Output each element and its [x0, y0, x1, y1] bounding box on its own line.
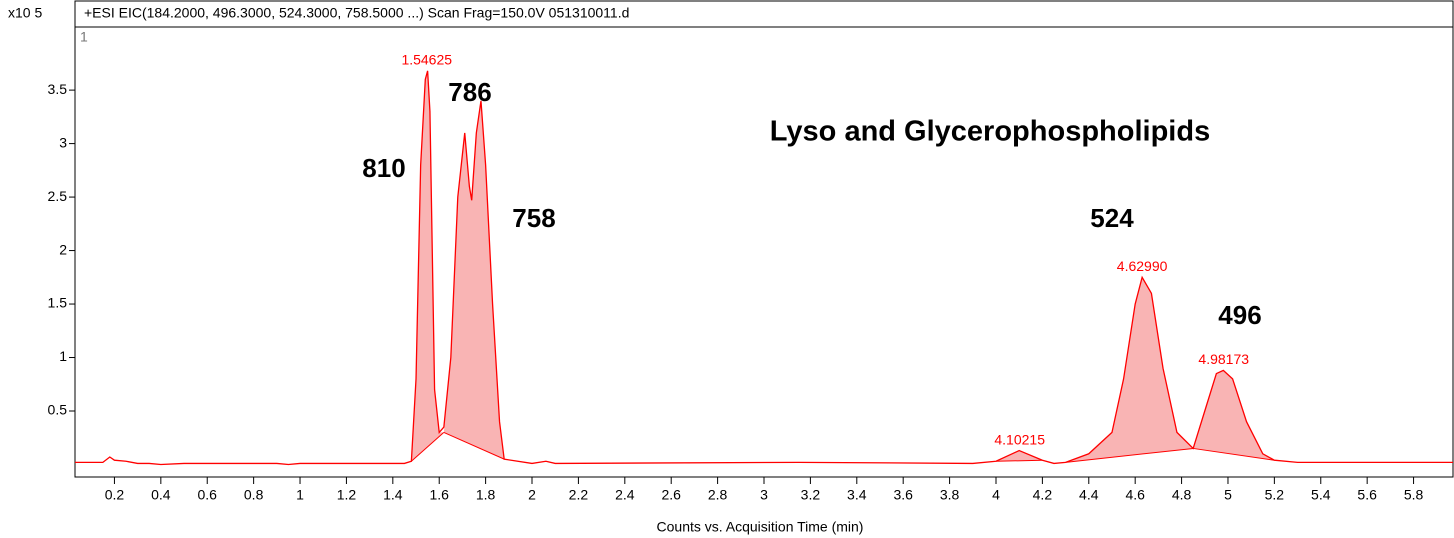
y-tick-label: 3 [59, 134, 67, 150]
x-tick-label: 3.8 [940, 487, 960, 503]
y-tick-label: 3.5 [48, 81, 68, 97]
peak-label: 4.98173 [1198, 351, 1249, 367]
y-tick-label: 2.5 [48, 188, 68, 204]
y-unit-label: x10 5 [8, 5, 42, 21]
x-tick-label: 1.2 [337, 487, 357, 503]
x-tick-label: 1.8 [476, 487, 496, 503]
x-tick-label: 3.4 [847, 487, 867, 503]
x-tick-label: 2.2 [569, 487, 589, 503]
x-tick-label: 2.8 [708, 487, 728, 503]
x-tick-label: 0.2 [105, 487, 125, 503]
x-tick-label: 0.8 [244, 487, 264, 503]
x-tick-label: 5.8 [1404, 487, 1424, 503]
x-tick-label: 4.2 [1033, 487, 1053, 503]
annotation: 496 [1218, 300, 1261, 330]
integration-baseline [443, 431, 505, 460]
x-tick-label: 1 [296, 487, 304, 503]
x-tick-label: 1.4 [383, 487, 403, 503]
x-tick-label: 0.4 [151, 487, 171, 503]
x-tick-label: 5 [1224, 487, 1232, 503]
x-tick-label: 5.6 [1357, 487, 1377, 503]
x-tick-label: 3.2 [801, 487, 821, 503]
trace [75, 70, 1453, 466]
y-tick-label: 2 [59, 241, 67, 257]
integration-baseline [1193, 447, 1275, 461]
x-tick-label: 4.8 [1172, 487, 1192, 503]
peak-label: 4.62990 [1117, 258, 1168, 274]
x-axis-label: Counts vs. Acquisition Time (min) [657, 519, 864, 535]
x-tick-label: 5.4 [1311, 487, 1331, 503]
x-tick-label: 4.4 [1079, 487, 1099, 503]
annotation: Lyso and Glycerophospholipids [770, 116, 1210, 148]
integrated-area [995, 450, 1043, 462]
peak-label: 4.10215 [994, 431, 1045, 447]
peak-label: 1.54625 [401, 52, 452, 68]
panel-label: 1 [80, 29, 88, 45]
x-tick-label: 3.6 [893, 487, 913, 503]
x-tick-label: 1.6 [429, 487, 449, 503]
integrated-area [443, 100, 505, 460]
plot-frame [74, 0, 1454, 478]
annotation: 524 [1090, 203, 1134, 233]
y-tick-label: 1.5 [48, 295, 68, 311]
chart-title: +ESI EIC(184.2000, 496.3000, 524.3000, 7… [84, 5, 629, 21]
integration-baseline [1065, 447, 1194, 463]
integration-baseline [995, 459, 1043, 462]
x-tick-label: 5.2 [1265, 487, 1285, 503]
x-tick-label: 4.6 [1125, 487, 1145, 503]
x-tick-label: 2 [528, 487, 536, 503]
x-tick-label: 0.6 [197, 487, 217, 503]
x-tick-label: 2.6 [661, 487, 681, 503]
y-tick-label: 0.5 [48, 402, 68, 418]
annotation: 786 [448, 77, 491, 107]
y-tick-label: 1 [59, 348, 67, 364]
x-tick-label: 2.4 [615, 487, 635, 503]
integrated-area [411, 70, 444, 462]
integrated-area [1065, 277, 1194, 463]
x-tick-label: 4 [992, 487, 1000, 503]
x-tick-label: 3 [760, 487, 768, 503]
integration-baseline [411, 432, 445, 462]
annotation: 758 [512, 203, 555, 233]
annotation: 810 [362, 153, 405, 183]
